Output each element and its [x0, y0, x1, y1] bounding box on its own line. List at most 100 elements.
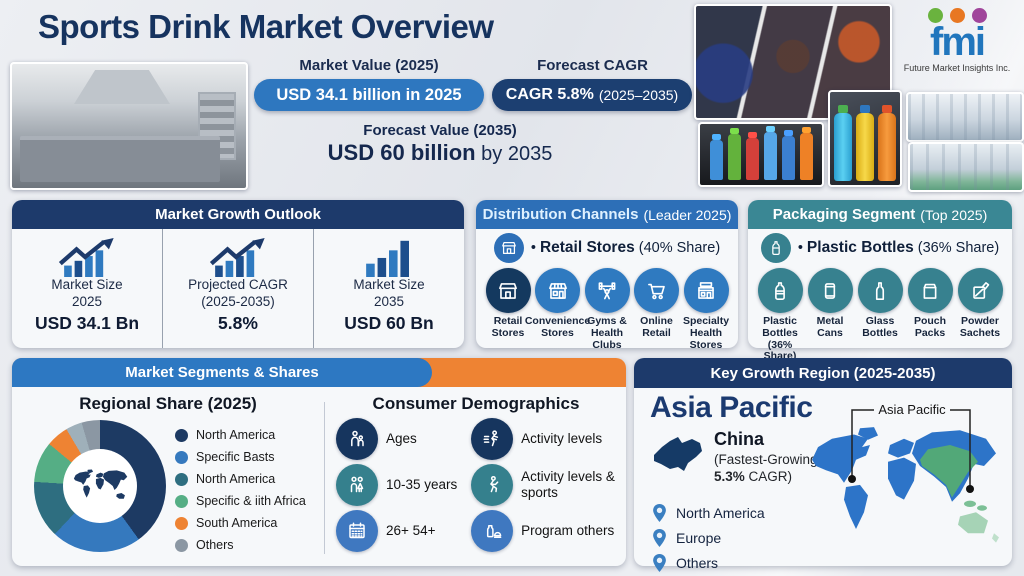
fmi-dot-orange	[949, 8, 965, 23]
segments-header: Market Segments & Shares	[12, 358, 432, 387]
factory-photo-bottom	[908, 142, 1024, 192]
legend-label: North America	[196, 428, 276, 442]
demographic-item: Program others	[471, 508, 622, 554]
legend-item: Specific Basts	[175, 446, 306, 468]
fmi-brand-text: fmi	[930, 20, 986, 64]
growth-outlook-item: Market Size 2035 USD 60 Bn	[313, 229, 464, 348]
panel-divider	[324, 402, 325, 554]
packaging-title-suffix: (Top 2025)	[920, 206, 988, 223]
packaging-label: Pouch Packs	[913, 315, 947, 339]
bottles-group-photo	[698, 122, 824, 187]
market-value-text: USD 34.1 billion in 2025	[276, 85, 462, 104]
pouch-pack-icon	[907, 268, 953, 313]
fmi-dot-purple	[971, 8, 987, 23]
fmi-dot-green	[927, 8, 943, 23]
shopping-cart-icon	[634, 268, 679, 313]
runner-icon	[471, 464, 514, 506]
segments-header-bar: Market Segments & Shares	[12, 358, 626, 387]
growth-region-header: Key Growth Region (2025-2035)	[634, 358, 1012, 388]
regional-share-donut-chart	[34, 420, 166, 552]
distribution-channels-panel: Distribution Channels (Leader 2025) • Re…	[476, 200, 738, 351]
channel-item: Online Retail	[633, 268, 681, 351]
distribution-header: Distribution Channels (Leader 2025)	[476, 200, 738, 229]
gym-barbell-icon	[584, 268, 630, 313]
packaging-segment-panel: Packaging Segment (Top 2025) • Plastic B…	[748, 200, 1012, 362]
packaging-item: Metal Cans	[806, 268, 854, 363]
storefront-icon	[493, 233, 524, 263]
packaging-header: Packaging Segment (Top 2025)	[748, 200, 1012, 229]
country-highlight: China (Fastest-Growing, 5.3% CAGR)	[714, 429, 821, 484]
growth-outlook-body: Market Size 2025 USD 34.1 Bn Projected C…	[12, 229, 464, 348]
channel-label: Retail Stores	[491, 315, 525, 339]
legend-item: South America	[175, 512, 306, 534]
channel-label: Convenience Stores	[524, 315, 591, 339]
bar-chart-arrow-icon	[209, 237, 265, 277]
packaging-label: Powder Sachets	[959, 315, 1001, 339]
consumer-demographics-grid: Ages 10-35 years 26+ 54+ Activity levels	[336, 416, 622, 554]
powder-sachet-icon	[957, 268, 1003, 313]
channel-label: Online Retail	[640, 315, 673, 339]
stat-line1: Market Size	[51, 277, 123, 292]
leader-name: Retail Stores	[539, 239, 635, 256]
channel-item: Retail Stores	[484, 268, 532, 351]
packaging-item: Pouch Packs	[906, 268, 954, 363]
legend-label: Specific & iith Africa	[196, 494, 306, 508]
market-value-pill: USD 34.1 billion in 2025	[254, 79, 484, 111]
bar-chart-arrow-icon	[58, 237, 114, 277]
bottle-shape	[856, 105, 874, 181]
distribution-icons-row: Retail Stores Convenience Stores Gyms & …	[476, 268, 738, 351]
plastic-bottle-icon	[757, 268, 803, 313]
regional-share-legend: North America Specific Basts North Ameri…	[175, 424, 306, 556]
stat-value: 5.8%	[218, 312, 258, 333]
demographic-item: Activity levels	[471, 416, 622, 462]
region-pin-list: North America Europe Others	[652, 500, 765, 575]
packaging-item: Glass Bottles	[856, 268, 904, 363]
bottle-shape	[781, 136, 795, 180]
map-pin-icon	[653, 553, 666, 572]
demographic-label: 26+ 54+	[386, 523, 436, 539]
two-people-icon	[336, 464, 378, 506]
metal-can-icon	[807, 268, 853, 313]
legend-swatch	[175, 428, 188, 442]
stat-line1: Projected CAGR	[188, 277, 288, 292]
convenience-store-icon	[535, 268, 580, 313]
demographic-item: 10-35 years	[336, 462, 467, 508]
demographic-label: Ages	[386, 431, 417, 447]
growth-outlook-item: Market Size 2025 USD 34.1 Bn	[12, 229, 162, 348]
pin-label: Europe	[676, 529, 722, 546]
distribution-title-suffix: (Leader 2025)	[643, 206, 732, 223]
demographic-item: Ages	[336, 416, 467, 462]
pin-label: Others	[676, 554, 719, 571]
channel-item: Convenience Stores	[525, 268, 590, 351]
legend-swatch	[175, 516, 188, 530]
stat-value: USD 60 Bn	[344, 312, 434, 333]
legend-item: North America	[175, 468, 306, 490]
distribution-leader-row: • Retail Stores (40% Share)	[476, 232, 738, 264]
plastic-bottle-icon	[760, 233, 791, 263]
forecast-value-rest: by 2035	[475, 143, 553, 165]
storefront-icon	[485, 268, 531, 313]
channel-item: Gyms & Health Clubs	[583, 268, 631, 351]
kitchen-counter-shape	[20, 136, 220, 182]
forecast-value-bold: USD 60 billion	[327, 140, 476, 165]
pin-label: North America	[676, 504, 765, 521]
growth-outlook-item: Projected CAGR (2025-2035) 5.8%	[162, 229, 313, 348]
demographic-label: Program others	[521, 523, 615, 539]
demographic-label: Activity levels	[521, 431, 603, 447]
bullet: •	[530, 240, 536, 256]
demographic-item: 26+ 54+	[336, 508, 467, 554]
stat-line2: (2025-2035)	[201, 293, 275, 309]
packaging-leader-text: • Plastic Bottles (36% Share)	[798, 239, 999, 257]
map-callout-label: Asia Pacific	[878, 402, 946, 417]
pin-item: Europe	[652, 525, 765, 550]
packaging-icons-row: Plastic Bottles (36% Share) Metal Cans G…	[748, 268, 1012, 363]
speed-runner-icon	[471, 418, 514, 460]
stat-value: USD 34.1 Bn	[34, 312, 140, 333]
growth-outlook-header: Market Growth Outlook	[12, 200, 464, 229]
bottle-food-icon	[471, 510, 514, 552]
leader-name: Plastic Bottles	[806, 239, 914, 256]
fmi-logo: fmi Future Market Insights Inc.	[894, 6, 1020, 90]
legend-swatch	[175, 538, 188, 552]
legend-label: North America	[196, 472, 276, 486]
